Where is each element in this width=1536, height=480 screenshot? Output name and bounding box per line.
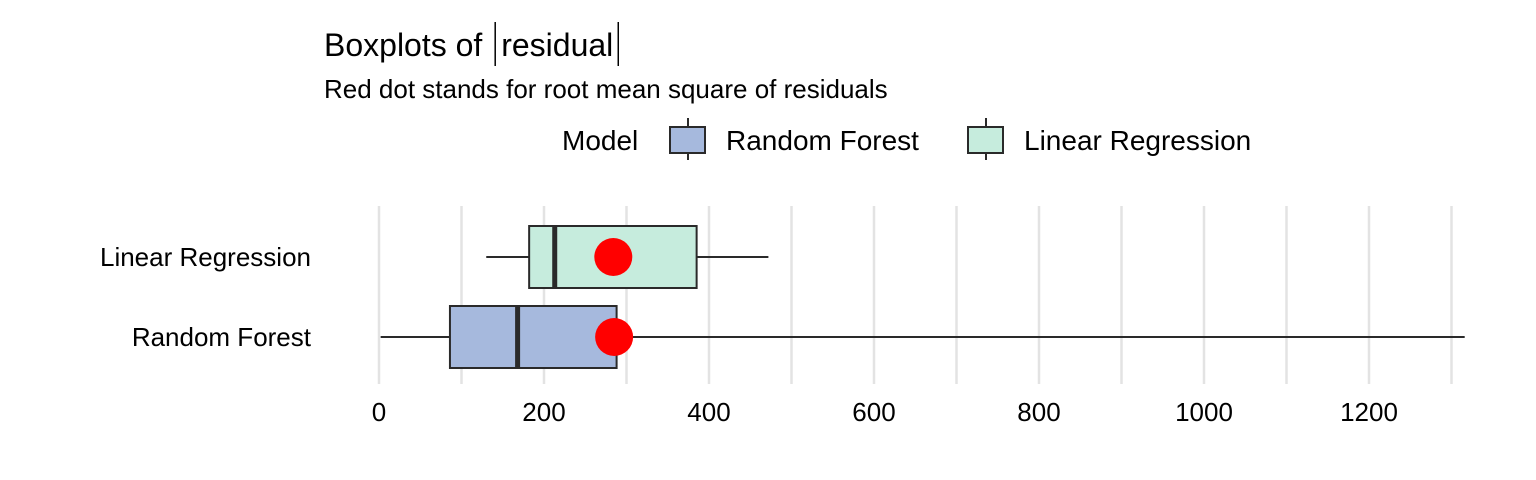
x-tick-label: 800: [1017, 397, 1060, 427]
grid: [377, 206, 1453, 384]
x-tick-label: 200: [522, 397, 565, 427]
boxes: [380, 225, 1465, 369]
box-random-forest: [380, 305, 1465, 369]
chart-title: Boxplots of residual: [324, 27, 613, 63]
x-tick-label: 1000: [1175, 397, 1233, 427]
legend-label-random-forest: Random Forest: [726, 125, 919, 156]
box-linear-regression: [486, 225, 769, 289]
x-tick-label: 400: [687, 397, 730, 427]
legend-label-linear-regression: Linear Regression: [1024, 125, 1251, 156]
legend-title: Model: [562, 125, 638, 156]
chart-title-inner: residual: [501, 27, 613, 63]
x-tick-label: 600: [852, 397, 895, 427]
legend-key-random-forest: [669, 118, 706, 160]
rmse-dot-random-forest: [595, 318, 634, 356]
chart-subtitle: Red dot stands for root mean square of r…: [324, 74, 888, 104]
category-labels: Linear Regression Random Forest: [100, 242, 312, 352]
category-label-random-forest: Random Forest: [132, 322, 312, 352]
x-tick-label: 1200: [1340, 397, 1398, 427]
chart-title-prefix: Boxplots of: [324, 27, 491, 63]
x-tick-label: 0: [372, 397, 386, 427]
category-label-linear-regression: Linear Regression: [100, 242, 311, 272]
legend-key-linear-regression: [967, 118, 1004, 160]
x-axis-ticks: 0 200 400 600 800 1000 1200: [372, 397, 1398, 427]
iqr-box-random-forest: [448, 305, 618, 369]
legend: Model Random Forest Linear Regression: [562, 118, 1251, 160]
rmse-dot-linear-regression: [594, 238, 633, 276]
